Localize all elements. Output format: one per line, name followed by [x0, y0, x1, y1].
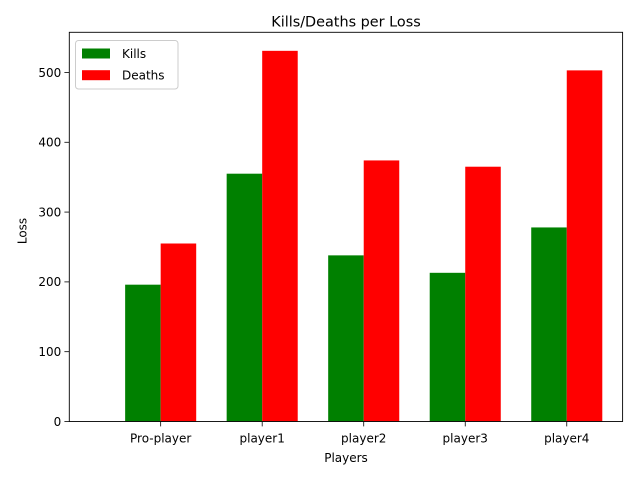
- bar-kills-player1: [226, 173, 263, 422]
- bar-kills-player3: [429, 272, 466, 422]
- bar-kills-pro-player: [125, 284, 161, 422]
- y-ticks-layer: 0 100 200 300 400 500: [38, 66, 70, 429]
- y-tick-label: 0: [54, 415, 62, 429]
- legend-items: Kills Deaths: [82, 47, 165, 83]
- bar-deaths-player2: [363, 160, 400, 422]
- x-tick-label: player4: [544, 432, 589, 446]
- y-axis-label: Loss: [16, 218, 30, 244]
- legend-label-kills: Kills: [122, 47, 146, 61]
- bar-deaths-pro-player: [160, 243, 197, 422]
- y-tick-label: 400: [38, 136, 61, 150]
- legend-swatch-deaths: [82, 70, 110, 81]
- chart-title: Kills/Deaths per Loss: [271, 15, 420, 31]
- plot-frame: [68, 31, 624, 422]
- x-tick-label: player3: [443, 432, 488, 446]
- x-tick-label: player1: [240, 432, 285, 446]
- bars-layer: [125, 50, 603, 422]
- bar-kills-player2: [328, 255, 364, 422]
- x-axis-label: Players: [324, 451, 368, 465]
- legend-swatch-kills: [82, 48, 110, 59]
- x-ticks-layer: Pro-player player1 player2 player3 player4: [130, 421, 589, 446]
- y-tick-label: 200: [38, 275, 61, 289]
- y-tick-label: 300: [38, 205, 61, 219]
- y-tick-label: 100: [38, 345, 61, 359]
- bar-deaths-player4: [566, 70, 603, 422]
- y-tick-label: 500: [38, 66, 61, 80]
- x-tick-label: player2: [341, 432, 386, 446]
- bar-kills-player4: [531, 227, 567, 422]
- legend-label-deaths: Deaths: [122, 69, 165, 83]
- bar-deaths-player3: [465, 166, 501, 422]
- legend: Kills Deaths: [75, 40, 179, 90]
- bar-deaths-player1: [262, 50, 298, 422]
- x-tick-label: Pro-player: [130, 432, 191, 446]
- axes-layer: [68, 31, 624, 422]
